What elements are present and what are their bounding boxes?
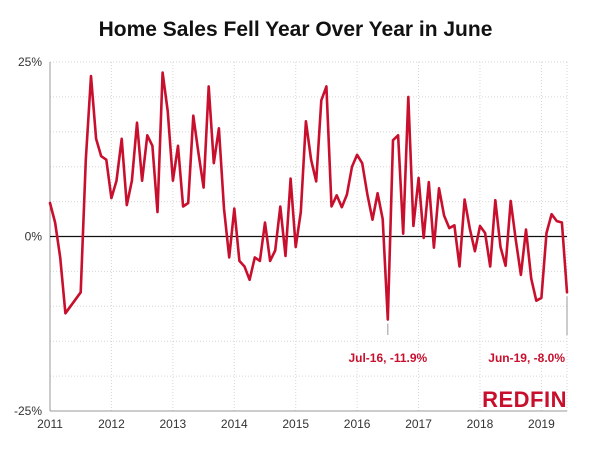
annotation-label: Jul-16, -11.9% <box>348 351 427 365</box>
x-tick-label: 2017 <box>405 417 432 431</box>
y-tick-label: -25% <box>14 404 42 418</box>
annotations: Jul-16, -11.9% Jun-19, -8.0% <box>348 296 568 365</box>
annotation-label: Jun-19, -8.0% <box>488 351 565 365</box>
y-tick-label: 0% <box>25 230 43 244</box>
axes: 25% 0% -25%2011 2012 2013 2014 2015 2016 2017 201… <box>14 55 567 431</box>
x-tick-label: 2018 <box>467 417 494 431</box>
y-tick-label: 25% <box>18 55 42 69</box>
x-tick-label: 2019 <box>528 417 555 431</box>
x-tick-label: 2011 <box>37 417 63 431</box>
x-tick-label: 2016 <box>344 417 371 431</box>
redfin-logo: REDFIN <box>482 387 567 412</box>
x-tick-label: 2012 <box>98 417 125 431</box>
chart-title: Home Sales Fell Year Over Year in June <box>98 18 493 41</box>
x-tick-label: 2014 <box>221 417 248 431</box>
x-tick-label: 2013 <box>159 417 186 431</box>
series-line <box>48 71 569 321</box>
series-layer <box>48 71 569 321</box>
x-tick-label: 2015 <box>282 417 309 431</box>
